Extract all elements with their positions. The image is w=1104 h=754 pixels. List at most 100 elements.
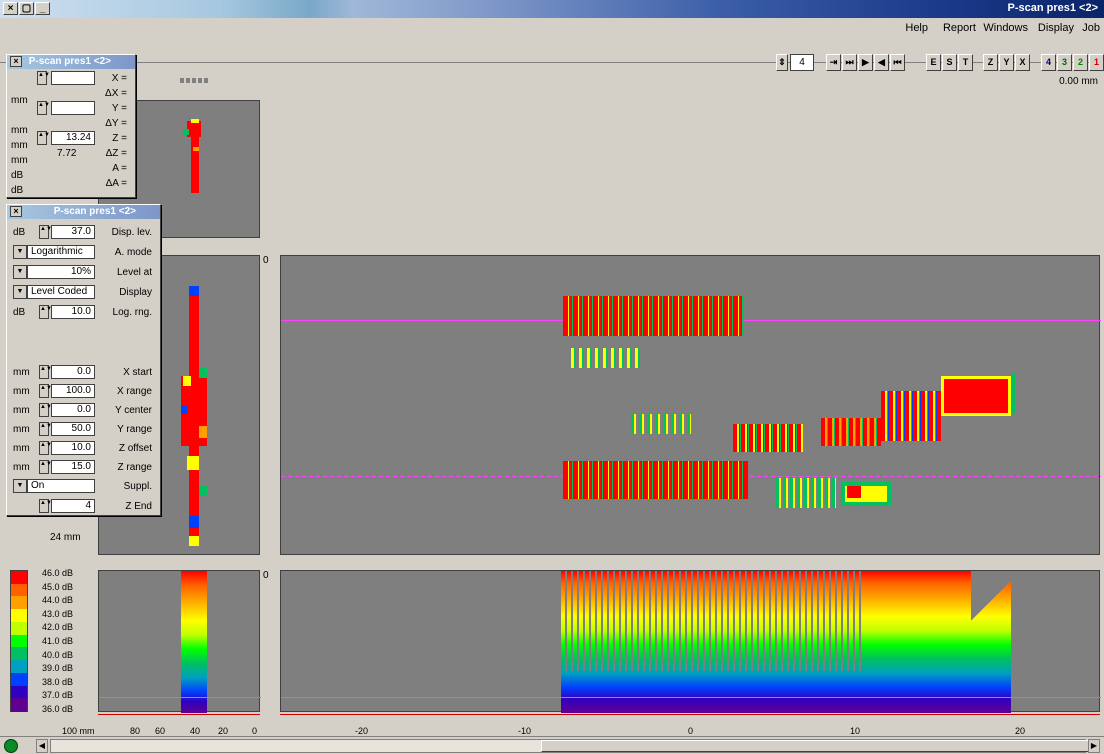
echo-dynamic-pane[interactable] <box>280 570 1101 713</box>
y-center-spinner[interactable]: ▲▼ <box>39 403 52 417</box>
status-bar: ◀ ▶ <box>0 736 1104 754</box>
disp-lev-unit: dB <box>13 227 26 238</box>
suppl-dropdown-icon[interactable]: ▼ <box>13 479 27 493</box>
main-axis-tick-label: 0 <box>688 726 694 736</box>
z-range-label: Z range <box>117 462 152 473</box>
toolbar-last-frame-button[interactable]: ⏭ <box>842 54 857 71</box>
z-offset-input[interactable]: 10.0 <box>51 441 95 455</box>
suppl-label: Suppl. <box>123 481 152 492</box>
x-range-unit: mm <box>13 386 30 397</box>
disp-lev-spinner[interactable]: ▲▼ <box>39 225 52 239</box>
y-center-input[interactable]: 0.0 <box>51 403 95 417</box>
toolbar-view-2-button[interactable]: 2 <box>1073 54 1088 71</box>
toolbar-prev-frame-button[interactable]: ◀ <box>874 54 889 71</box>
cursor-panel-close-button[interactable]: × <box>10 56 22 67</box>
cursor-row-label: Y = <box>111 103 127 114</box>
x-start-input[interactable]: 0.0 <box>51 365 95 379</box>
z-range-spinner[interactable]: ▲▼ <box>39 460 52 474</box>
menu-job[interactable]: Job <box>1082 22 1100 34</box>
scrollbar-thumb[interactable] <box>541 740 1089 752</box>
cursor-row-value: 7.72 <box>57 148 77 159</box>
color-scale-band <box>11 583 27 598</box>
y-range-label: Y range <box>117 424 152 435</box>
color-scale <box>10 570 28 712</box>
frame-spinner[interactable]: ⇕ <box>776 54 788 71</box>
scroll-left-icon[interactable]: ◀ <box>36 739 48 753</box>
x-start-spinner[interactable]: ▲▼ <box>39 365 52 379</box>
menu-windows[interactable]: Windows <box>983 22 1028 34</box>
toolbar-view-1-button[interactable]: 1 <box>1089 54 1104 71</box>
color-scale-band <box>11 596 27 611</box>
y-range-input[interactable]: 50.0 <box>51 422 95 436</box>
color-scale-band <box>11 647 27 662</box>
color-scale-band <box>11 609 27 623</box>
z-offset-spinner[interactable]: ▲▼ <box>39 441 52 455</box>
a-mode-dropdown-icon[interactable]: ▼ <box>13 245 27 259</box>
close-button[interactable]: × <box>3 2 18 15</box>
toolbar-t-button[interactable]: T <box>958 54 973 71</box>
echo-dynamic-small-pane[interactable] <box>98 570 261 713</box>
main-axis-tick-label: -20 <box>355 726 369 736</box>
horizontal-scrollbar[interactable] <box>50 739 1089 753</box>
toolbar-first-frame-button[interactable]: ⏮ <box>890 54 905 71</box>
z-offset-unit: mm <box>13 443 30 454</box>
cursor-row-unit: mm <box>11 155 28 166</box>
settings-panel-close-button[interactable]: × <box>10 206 22 217</box>
toolbar-s-button[interactable]: S <box>942 54 957 71</box>
scroll-right-icon[interactable]: ▶ <box>1088 739 1100 753</box>
toolbar-view-3-button[interactable]: 3 <box>1057 54 1072 71</box>
cursor-row-spinner[interactable]: ▲▼ <box>37 131 50 145</box>
menu-display[interactable]: Display <box>1037 22 1074 34</box>
toolbar-y-button[interactable]: Y <box>999 54 1014 71</box>
z-offset-label: Z offset <box>118 443 152 454</box>
cscan-pane[interactable] <box>280 255 1101 555</box>
x-range-spinner[interactable]: ▲▼ <box>39 384 52 398</box>
minimize-button[interactable]: _ <box>35 2 50 15</box>
cursor-row-spinner[interactable]: ▲▼ <box>37 71 50 85</box>
log-rng-spinner[interactable]: ▲▼ <box>39 305 52 319</box>
toolbar-z-button[interactable]: Z <box>983 54 998 71</box>
suppl-select[interactable]: On <box>27 479 95 493</box>
main-axis-tick-label: -10 <box>518 726 532 736</box>
window-title: P-scan pres1 <2> <box>1007 2 1098 14</box>
level-at-select[interactable]: 10% <box>27 265 95 279</box>
maximize-button[interactable]: ▢ <box>19 2 34 15</box>
cursor-row-input[interactable] <box>51 101 95 115</box>
display-mode-dropdown-icon[interactable]: ▼ <box>13 285 27 299</box>
toolbar-view-4-button[interactable]: 4 <box>1041 54 1056 71</box>
cursor-row-spinner[interactable]: ▲▼ <box>37 101 50 115</box>
display-mode-select[interactable]: Level Coded <box>27 285 95 299</box>
toolbar-e-button[interactable]: E <box>926 54 941 71</box>
cursor-row-input[interactable]: 13.24 <box>51 131 95 145</box>
main-axis-tick-label: 20 <box>1015 726 1026 736</box>
disp-lev-label: Disp. lev. <box>111 227 152 238</box>
cursor-row-input[interactable] <box>51 71 95 85</box>
menu-report[interactable]: Report <box>942 22 976 34</box>
z-end-spinner[interactable]: ▲▼ <box>39 499 52 513</box>
disp-lev-input[interactable]: 37.0 <box>51 225 95 239</box>
level-at-label: Level at <box>116 267 152 278</box>
toolbar-next-frame-button[interactable]: ▶ <box>858 54 873 71</box>
color-scale-label: 37.0 dB <box>42 690 74 701</box>
cursor-readout-panel: × P-scan pres1 <2> X = ▲▼ ΔX = mm Y = ▲▼ ΔY = mm… <box>6 54 136 198</box>
echo-origin-marker: 0 <box>263 570 269 581</box>
level-at-dropdown-icon[interactable]: ▼ <box>13 265 27 279</box>
color-scale-label: 46.0 dB <box>42 568 74 578</box>
x-range-input[interactable]: 100.0 <box>51 384 95 398</box>
toolbar-x-button[interactable]: X <box>1015 54 1030 71</box>
z-end-input[interactable]: 4 <box>51 499 95 513</box>
color-scale-label: 36.0 dB <box>42 704 74 714</box>
frame-input[interactable]: 4 <box>790 54 814 71</box>
y-range-spinner[interactable]: ▲▼ <box>39 422 52 436</box>
indication-upper <box>563 296 743 336</box>
cursor-row-label: X = <box>111 73 127 84</box>
z-range-input[interactable]: 15.0 <box>51 460 95 474</box>
log-rng-input[interactable]: 10.0 <box>51 305 95 319</box>
a-mode-select[interactable]: Logarithmic <box>27 245 95 259</box>
menu-help[interactable]: Help <box>905 22 928 34</box>
color-scale-band <box>11 571 27 585</box>
toolbar-end-button[interactable]: ⇥ <box>826 54 841 71</box>
color-scale-band <box>11 672 27 687</box>
y-center-unit: mm <box>13 405 30 416</box>
cursor-row-unit: mm <box>11 140 28 151</box>
